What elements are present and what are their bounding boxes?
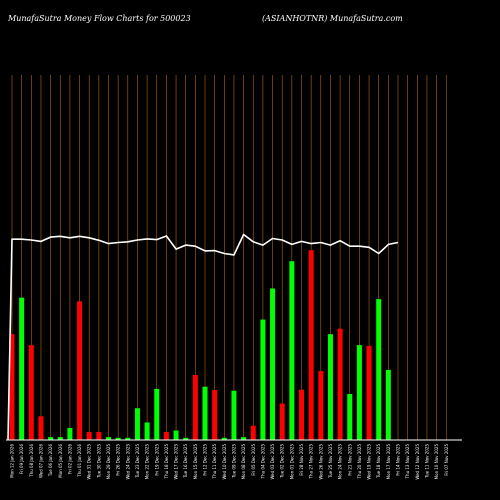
x-tick-label: Fri 09 Jan 2026 (19, 444, 24, 474)
x-tick-label: Wed 07 Jan 2026 (39, 444, 44, 478)
x-tick-label: Thu 27 Nov 2025 (309, 444, 314, 480)
bar (183, 437, 189, 440)
bar (67, 427, 73, 440)
bar (192, 375, 198, 440)
x-tick-label: Wed 17 Dec 2025 (174, 444, 179, 480)
bar (86, 431, 92, 440)
bar (327, 334, 333, 440)
x-tick-label: Thu 13 Nov 2025 (405, 444, 410, 480)
bar (299, 389, 304, 440)
bar (366, 345, 372, 440)
x-tick-label: Tue 11 Nov 2025 (424, 444, 429, 479)
x-tick-label: Wed 12 Nov 2025 (415, 444, 420, 480)
x-tick-label: Mon 24 Nov 2025 (338, 444, 343, 480)
x-tick-label: Fri 07 Nov 2025 (444, 444, 449, 476)
bar (154, 388, 160, 440)
x-tick-label: Wed 03 Dec 2025 (270, 444, 275, 480)
x-tick-label: Fri 14 Nov 2025 (396, 444, 401, 476)
bar (279, 403, 285, 440)
bar (144, 422, 150, 440)
flow-line-path (7, 233, 399, 441)
bar (173, 430, 179, 440)
x-tick-label: Tue 18 Nov 2025 (376, 444, 381, 479)
bar (289, 261, 295, 440)
x-tick-label: Mon 05 Jan 2026 (58, 444, 63, 478)
bar (385, 369, 391, 440)
bar (356, 345, 362, 440)
x-tick-label: Mon 22 Dec 2025 (145, 444, 150, 480)
x-tick-label: Fri 28 Nov 2025 (299, 444, 304, 476)
x-tick-label: Tue 02 Dec 2025 (280, 444, 285, 479)
bar (376, 299, 382, 440)
bar (202, 386, 208, 440)
bar (106, 437, 111, 440)
x-tick-label: Mon 10 Nov 2025 (434, 444, 439, 480)
x-tick-label: Fri 05 Dec 2025 (251, 444, 256, 476)
x-tick-label: Tue 09 Dec 2025 (232, 444, 237, 479)
bar (9, 334, 15, 440)
bar (38, 416, 44, 440)
x-tick-label: Tue 30 Dec 2025 (96, 444, 101, 479)
x-tick-label: Fri 26 Dec 2025 (116, 444, 121, 476)
x-tick-label: Tue 06 Jan 2026 (48, 444, 53, 478)
x-tick-label: Thu 11 Dec 2025 (212, 444, 217, 480)
x-tick-label: Thu 18 Dec 2025 (164, 444, 169, 480)
bar (125, 437, 131, 440)
bar (28, 345, 34, 440)
x-tick-label: Tue 23 Dec 2025 (135, 444, 140, 479)
bar (212, 389, 218, 440)
x-tick-label: Tue 16 Dec 2025 (183, 444, 188, 479)
x-tick-label: Mon 01 Dec 2025 (289, 444, 294, 480)
x-tick-label: Thu 04 Dec 2025 (260, 444, 265, 480)
x-tick-label: Fri 21 Nov 2025 (347, 444, 352, 476)
bar (96, 431, 102, 440)
x-tick-label: Fri 12 Dec 2025 (203, 444, 208, 476)
x-tick-label: Thu 08 Jan 2026 (29, 444, 34, 478)
x-axis-tick-labels: Mon 12 Jan 2026 Fri 09 Jan 2026 Thu 08 Jan… (10, 444, 449, 480)
bar (163, 431, 169, 440)
bar (250, 425, 256, 440)
bar (77, 301, 83, 440)
x-tick-label: Mon 15 Dec 2025 (193, 444, 198, 480)
x-tick-label: Mon 12 Jan 2026 (10, 444, 15, 478)
bar (308, 250, 314, 440)
bar (347, 394, 353, 440)
x-tick-label: Fri 02 Jan 2026 (67, 444, 72, 474)
flow-line (7, 233, 399, 441)
x-tick-label: Mon 29 Dec 2025 (106, 444, 111, 480)
chart-title-right: (ASIANHOTNR) MunafaSutra.com (262, 14, 403, 23)
x-tick-label: Wed 26 Nov 2025 (318, 444, 323, 480)
x-tick-label: Thu 01 Jan 2026 (77, 444, 82, 478)
bars (9, 250, 391, 440)
bar (19, 297, 25, 440)
bar (318, 371, 324, 440)
bar (337, 328, 343, 440)
x-tick-label: Tue 25 Nov 2025 (328, 444, 333, 479)
bar (231, 390, 237, 440)
x-tick-label: Thu 20 Nov 2025 (357, 444, 362, 480)
x-tick-label: Mon 08 Dec 2025 (241, 444, 246, 480)
bar (134, 408, 140, 440)
bar (221, 437, 227, 440)
bar (241, 437, 247, 440)
bar (57, 437, 63, 440)
x-tick-label: Wed 31 Dec 2025 (87, 444, 92, 480)
x-tick-label: Fri 19 Dec 2025 (154, 444, 159, 476)
x-tick-label: Mon 17 Nov 2025 (386, 444, 391, 480)
bar (270, 288, 276, 440)
bar (48, 437, 54, 440)
x-tick-label: Wed 19 Nov 2025 (367, 444, 372, 480)
x-tick-label: Wed 10 Dec 2025 (222, 444, 227, 480)
grid-lines (11, 75, 447, 440)
bar (115, 437, 121, 440)
x-tick-label: Wed 24 Dec 2025 (125, 444, 130, 480)
bar (260, 319, 266, 440)
chart-title-left: MunafaSutra Money Flow Charts for 500023 (8, 14, 191, 23)
